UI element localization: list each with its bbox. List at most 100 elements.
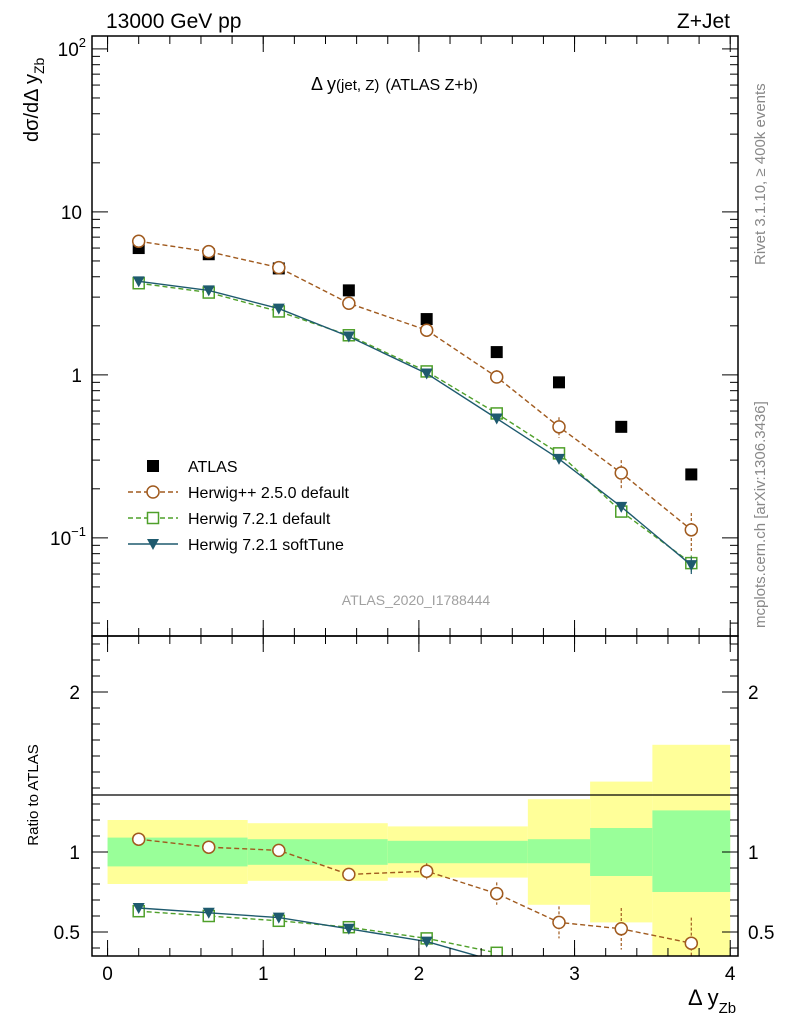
legend: ATLAS Herwig++ 2.5.0 default Herwig 7.2.1 …	[128, 459, 350, 554]
mcplots-label: mcplots.cern.ch [arXiv:1306.3436]	[752, 401, 769, 628]
band-inner	[652, 810, 731, 892]
legend-label-atlas: ATLAS	[188, 459, 238, 476]
point-herwigpp	[131, 832, 146, 846]
x-axis-label-main: Δ y	[688, 985, 719, 1010]
ratio-y-tick-label-left: 0.5	[54, 923, 80, 944]
point-herwigpp	[684, 936, 699, 950]
y-tick-label: 102	[58, 35, 86, 61]
series-line-softtune	[138, 907, 481, 956]
header-process-label: Z+Jet	[677, 10, 730, 33]
band-inner	[527, 839, 591, 864]
uncertainty-bands	[107, 744, 731, 956]
ratio-y-axis-label: Ratio to ATLAS	[25, 744, 42, 845]
y-tick-label: 1	[71, 366, 82, 387]
y-tick-label-base: 10	[61, 203, 82, 224]
point-atlas	[420, 313, 433, 326]
point-herwigpp	[201, 244, 216, 259]
point-herwigpp	[342, 867, 356, 882]
legend-marker-softtune	[147, 539, 159, 550]
x-axis-label-sub: Zb	[719, 1000, 737, 1017]
ratio-data-marks	[131, 832, 699, 956]
point-herwigpp	[272, 843, 286, 858]
ratio-y-tick-label-right: 1	[748, 843, 759, 864]
point-softtune	[685, 560, 698, 572]
upper-data-marks	[131, 234, 699, 575]
x-tick-label: 3	[569, 964, 580, 985]
ratio-y-tick-label-left: 1	[69, 843, 80, 864]
legend-label-herwig721: Herwig 7.2.1 default	[188, 511, 331, 528]
legend-label-softtune: Herwig 7.2.1 softTune	[188, 537, 344, 554]
y-tick-label-exponent: 2	[79, 35, 86, 50]
x-tick-label: 0	[102, 964, 113, 985]
title-delta: Δ y	[311, 74, 336, 94]
band-inner	[590, 828, 653, 876]
point-atlas	[685, 468, 698, 481]
point-herwigpp	[684, 523, 699, 537]
legend-entry-herwig721: Herwig 7.2.1 default	[128, 511, 331, 528]
header-energy-label: 13000 GeV pp	[106, 10, 241, 33]
ratio-y-tick-label-right: 2	[748, 683, 759, 704]
point-softtune	[202, 907, 215, 919]
point-softtune	[552, 453, 565, 465]
ratio-ticks: 0 1 2 3 4 0.5 0.5 1 1 2 2	[54, 636, 774, 985]
reference-label: ATLAS_2020_I1788444	[342, 592, 491, 608]
point-softtune	[490, 413, 503, 425]
x-tick-label: 4	[725, 964, 736, 985]
main-panel: Δ y(jet, Z) (ATLAS Z+b) dσ/dΔ yZb ATLAS_2…	[21, 35, 739, 637]
point-softtune	[272, 912, 285, 924]
point-softtune	[342, 331, 355, 343]
ratio-y-tick-label-right: 0.5	[748, 923, 774, 944]
series-atlas	[132, 242, 698, 481]
legend-entry-herwigpp: Herwig++ 2.5.0 default	[128, 485, 350, 502]
point-herwigpp	[614, 466, 629, 480]
series-line-herwig721	[138, 282, 692, 564]
ratio-panel: 0 1 2 3 4 0.5 0.5 1 1 2 2 Ratio to ATLAS Δ yZb	[25, 635, 774, 1017]
legend-marker-herwig721	[146, 511, 160, 525]
point-atlas	[490, 346, 503, 359]
y-axis-label-main: dσ/dΔ y	[21, 74, 43, 142]
series-herwigpp	[131, 832, 699, 956]
point-herwigpp	[201, 840, 216, 854]
point-softtune	[420, 936, 433, 948]
point-herwigpp	[552, 420, 566, 434]
point-softtune	[202, 285, 215, 297]
title-rest: (ATLAS Z+b)	[385, 77, 478, 94]
point-herwigpp	[272, 260, 286, 275]
point-atlas	[552, 376, 565, 389]
x-axis-label: Δ yZb	[688, 985, 736, 1017]
ratio-frame	[91, 635, 739, 957]
legend-entry-softtune: Herwig 7.2.1 softTune	[128, 537, 344, 554]
band-inner	[107, 837, 248, 867]
point-herwigpp	[489, 886, 504, 901]
legend-marker-atlas	[147, 460, 159, 472]
series-softtune	[132, 903, 481, 956]
x-tick-label: 1	[258, 964, 269, 985]
y-tick-label-base: 10	[58, 40, 79, 61]
series-herwigpp	[131, 234, 699, 552]
legend-entry-atlas: ATLAS	[147, 459, 238, 476]
point-softtune	[272, 303, 285, 315]
point-herwig721	[490, 946, 503, 956]
point-softtune	[132, 903, 145, 914]
point-herwigpp	[552, 915, 566, 930]
series-line-herwig721	[138, 910, 497, 954]
x-tick-label: 2	[414, 964, 425, 985]
y-tick-label: 10	[61, 203, 82, 224]
band-inner	[387, 840, 528, 864]
y-tick-label-exponent: −1	[71, 524, 86, 539]
point-herwigpp	[419, 323, 434, 337]
point-softtune	[420, 368, 433, 380]
point-softtune	[615, 501, 628, 513]
legend-label-herwigpp: Herwig++ 2.5.0 default	[188, 485, 350, 502]
point-atlas	[342, 284, 355, 297]
point-herwigpp	[489, 370, 504, 384]
point-herwigpp	[342, 296, 356, 311]
legend-marker-herwigpp	[146, 485, 160, 499]
rivet-version-label: Rivet 3.1.10, ≥ 400k events	[752, 83, 769, 265]
series-herwig721	[132, 904, 503, 956]
title-subscript: (jet, Z)	[336, 77, 379, 94]
point-herwigpp	[131, 234, 146, 249]
ratio-y-tick-label-left: 2	[69, 683, 80, 704]
